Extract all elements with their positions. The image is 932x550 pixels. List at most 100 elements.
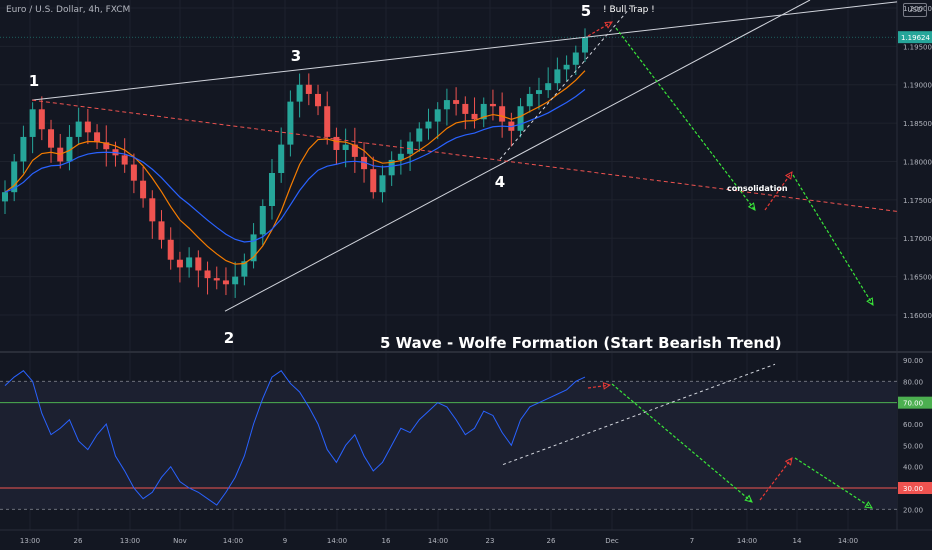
candle-body [333,136,340,150]
time-axis-tick: 14 [793,537,802,545]
red-arrow-up [764,171,793,211]
candle-body [232,276,239,285]
target-line-1-4 [31,99,898,212]
rsi-30-tag [898,482,932,494]
candle-body [471,113,478,120]
rsi-green-arrow-1-head [744,494,753,503]
time-axis-tick: 13:00 [20,537,40,545]
candle-body [38,109,45,130]
price-axis-tick: 1.18000 [903,158,932,166]
candle-body [259,206,266,235]
rsi-red-arrow-top-head [602,382,612,390]
candle-body [379,175,386,193]
candle-body [572,52,579,65]
candle-body [453,100,460,104]
candle-body [315,93,322,107]
price-axis-tick: 1.19500 [903,43,932,51]
ema-blue-line [4,88,586,243]
rsi-70-label: 70.00 [903,400,923,408]
candle-body [48,129,55,148]
red-arrow-bulltrap-head [604,21,613,29]
time-axis-tick: 26 [547,537,556,545]
green-arrow-down-1 [615,27,756,211]
rsi-axis-tick: 20.00 [903,506,923,514]
rsi-red-arrow-top [587,384,611,389]
candle-body [443,100,450,110]
rsi-axis-tick: 60.00 [903,421,923,429]
candle-body [324,106,331,137]
time-axis-tick: 9 [283,537,287,545]
price-axis-tick: 1.18500 [903,120,932,128]
wave-label-1: 1 [29,72,39,90]
candle-body [278,144,285,173]
time-axis-tick: 16 [382,537,391,545]
candle-body [388,159,395,176]
candle-body [213,278,220,281]
upper-trendline [31,1,898,101]
candle-body [75,121,82,137]
current-price-label: 1.19624 [901,34,930,42]
rsi-30-label: 30.00 [903,485,923,493]
candle-body [305,84,312,94]
time-axis-tick: 26 [74,537,83,545]
candle-body [195,257,202,271]
time-axis-tick: 14:00 [327,537,347,545]
rsi-dashed-trend [502,363,776,466]
candle-body [121,155,128,165]
red-arrow-up-head [784,171,793,180]
candle-body [222,280,229,285]
ema-orange-line [4,70,586,265]
candle-body [296,84,303,102]
candle-body [11,161,18,193]
price-axis-tick: 1.17500 [903,197,932,205]
candle-body [434,109,441,122]
candle-body [158,221,165,240]
time-axis-tick: 13:00 [120,537,140,545]
wedge-dashed-line [499,7,631,160]
candle-body [94,132,101,143]
candle-body [416,128,423,142]
candle-body [526,93,533,107]
price-axis-tick: 1.16000 [903,312,932,320]
time-axis-tick: 14:00 [428,537,448,545]
candle-body [84,121,91,133]
price-axis-tick: 1.20000 [903,5,932,13]
time-axis-tick: 14:00 [223,537,243,545]
candle-body [351,144,358,157]
candle-body [535,90,542,94]
time-axis-tick: 14:00 [737,537,757,545]
candle-body [582,37,588,53]
green-arrow-down-2 [792,174,874,306]
candle-body [342,144,349,150]
candle-body [462,103,469,114]
green-arrow-down-2-head [866,297,874,306]
rsi-band [0,381,897,510]
candle-body [554,69,561,84]
rsi-green-arrow-2-head [864,501,873,509]
candle-body [370,169,377,193]
rsi-axis-tick: 90.00 [903,357,923,365]
symbol-title: Euro / U.S. Dollar, 4h, FXCM [6,5,131,15]
candle-body [250,234,257,262]
candle-body [20,136,27,162]
candle-body [397,153,404,160]
rsi-70-tag [898,396,932,409]
candle-body [66,136,73,162]
candle-body [425,121,432,129]
time-axis-tick: 14:00 [838,537,858,545]
bull-trap-label: ! Bull Trap ! [603,5,655,15]
candle-body [186,257,193,268]
wave-label-4: 4 [495,173,505,191]
rsi-red-arrow-head [784,457,793,466]
rsi-green-arrow-1 [611,383,753,503]
candle-body [140,180,147,199]
currency-badge[interactable]: USD [903,3,927,17]
lower-trendline [224,0,811,312]
wave-label-5: 5 [581,2,591,20]
time-axis-tick: Nov [173,537,187,545]
candle-body [287,101,294,145]
candle-body [29,109,36,137]
candle-body [176,259,183,268]
green-arrow-down-1-head [747,202,756,211]
rsi-red-arrow [759,457,793,501]
